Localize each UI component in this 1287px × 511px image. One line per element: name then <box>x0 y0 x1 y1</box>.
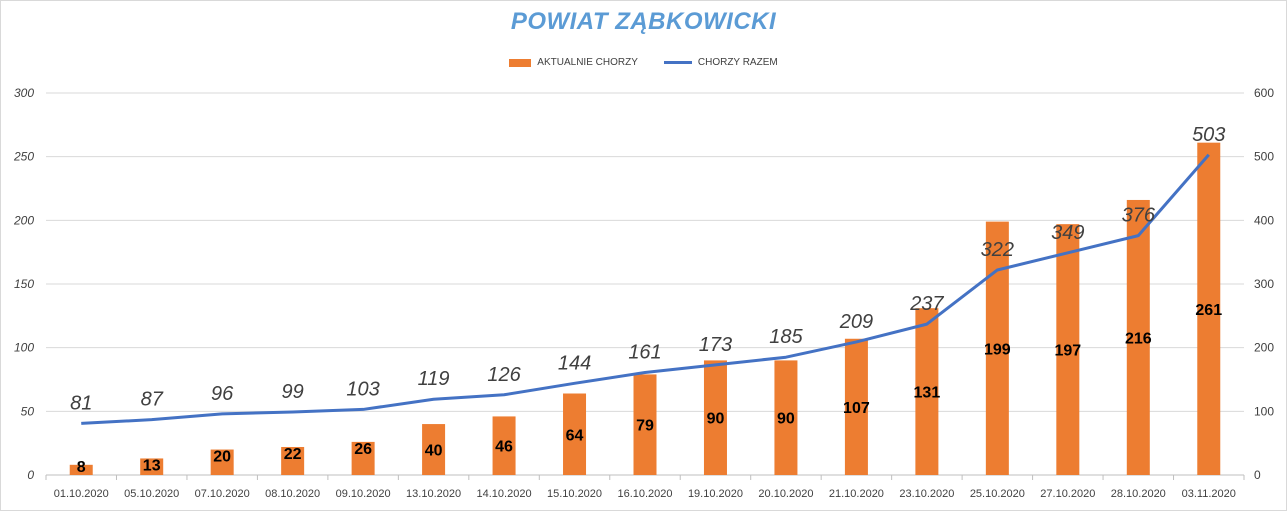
bar <box>422 424 446 475</box>
line-data-label: 503 <box>1192 124 1225 146</box>
legend-item-line: CHORZY RAZEM <box>663 57 778 68</box>
y-right-tick-label: 100 <box>1254 404 1274 418</box>
line-data-label: 173 <box>699 334 732 356</box>
bar <box>69 464 93 475</box>
line-data-label: 81 <box>70 392 92 414</box>
y-left-tick-label: 250 <box>13 150 34 164</box>
bar-data-label: 199 <box>984 341 1011 358</box>
line-data-label: 87 <box>141 389 164 411</box>
legend-swatch-bars <box>509 58 532 67</box>
legend-swatch-line <box>663 61 692 64</box>
line-data-label: 322 <box>981 239 1014 261</box>
bar <box>210 449 234 475</box>
bar <box>281 446 305 475</box>
x-tick-label: 28.10.2020 <box>1111 488 1166 500</box>
legend-label-line: CHORZY RAZEM <box>697 57 778 68</box>
line-data-label: 349 <box>1051 222 1084 244</box>
x-tick-label: 05.10.2020 <box>124 488 179 500</box>
x-tick-label: 23.10.2020 <box>899 488 954 500</box>
y-right-tick-label: 0 <box>1254 468 1261 482</box>
bar <box>1197 142 1221 475</box>
line-data-label: 376 <box>1122 205 1156 227</box>
bar <box>774 360 798 475</box>
bar-data-label: 20 <box>213 449 231 466</box>
line-data-label: 99 <box>282 381 304 403</box>
bar-data-label: 79 <box>636 418 654 435</box>
bar <box>351 441 375 475</box>
bar-data-label: 46 <box>495 439 513 456</box>
x-tick-label: 20.10.2020 <box>758 488 813 500</box>
line-data-label: 126 <box>487 364 521 386</box>
x-tick-label: 03.11.2020 <box>1182 488 1236 500</box>
legend: AKTUALNIE CHORZY CHORZY RAZEM <box>0 57 1287 68</box>
x-tick-label: 07.10.2020 <box>195 488 250 500</box>
y-left-tick-label: 300 <box>14 86 34 100</box>
x-tick-label: 14.10.2020 <box>477 488 532 500</box>
bar-data-label: 26 <box>354 441 372 458</box>
bar-data-label: 197 <box>1054 343 1081 360</box>
line-data-label: 119 <box>418 368 450 390</box>
line-data-label: 209 <box>839 311 873 333</box>
bar <box>492 416 516 475</box>
y-right-tick-label: 500 <box>1254 150 1274 164</box>
y-right-tick-label: 300 <box>1254 277 1274 291</box>
x-tick-label: 13.10.2020 <box>406 488 461 500</box>
bar-data-label: 90 <box>707 411 725 428</box>
x-tick-label: 21.10.2020 <box>829 488 884 500</box>
bar <box>1056 224 1080 475</box>
x-tick-label: 01.10.2020 <box>54 488 109 500</box>
bar-data-label: 13 <box>143 457 161 474</box>
bar <box>985 221 1009 475</box>
y-left-tick-label: 150 <box>14 277 34 291</box>
x-tick-label: 27.10.2020 <box>1040 488 1095 500</box>
y-left-tick-label: 100 <box>14 341 34 355</box>
bar <box>1126 199 1150 475</box>
legend-label-bars: AKTUALNIE CHORZY <box>537 57 638 68</box>
bar <box>633 374 657 475</box>
bar-data-label: 64 <box>566 427 584 444</box>
chart-title: POWIAT ZĄBKOWICKI <box>510 8 777 35</box>
bar <box>844 338 868 475</box>
bar-data-label: 131 <box>914 385 941 402</box>
bar-data-label: 107 <box>843 400 870 417</box>
y-left-tick-label: 200 <box>13 213 34 227</box>
x-tick-label: 16.10.2020 <box>617 488 672 500</box>
bar-data-label: 261 <box>1195 302 1222 319</box>
y-left-tick-label: 50 <box>21 404 35 418</box>
line-data-label: 185 <box>769 326 803 348</box>
legend-item-bars: AKTUALNIE CHORZY <box>509 57 638 68</box>
bar-data-label: 40 <box>425 443 443 460</box>
x-tick-label: 09.10.2020 <box>336 488 391 500</box>
y-right-tick-label: 200 <box>1254 341 1274 355</box>
bar-data-label: 90 <box>777 411 795 428</box>
line-data-label: 161 <box>628 341 661 363</box>
y-right-tick-label: 400 <box>1254 213 1274 227</box>
x-tick-label: 08.10.2020 <box>265 488 320 500</box>
bar <box>915 308 939 475</box>
bar <box>703 360 727 475</box>
bar-data-label: 22 <box>284 446 302 463</box>
x-tick-label: 19.10.2020 <box>688 488 743 500</box>
bar-data-label: 8 <box>77 459 86 476</box>
bar <box>563 393 587 475</box>
line-data-label: 237 <box>909 293 944 315</box>
line-data-label: 96 <box>211 383 234 405</box>
y-right-tick-label: 600 <box>1254 86 1274 100</box>
x-tick-label: 25.10.2020 <box>970 488 1025 500</box>
line-data-label: 144 <box>558 352 591 374</box>
line-data-label: 103 <box>346 378 379 400</box>
series-line <box>81 153 1210 425</box>
x-tick-label: 15.10.2020 <box>547 488 602 500</box>
bar <box>140 458 164 475</box>
y-left-tick-label: 0 <box>27 468 34 482</box>
bar-data-label: 216 <box>1125 330 1152 347</box>
